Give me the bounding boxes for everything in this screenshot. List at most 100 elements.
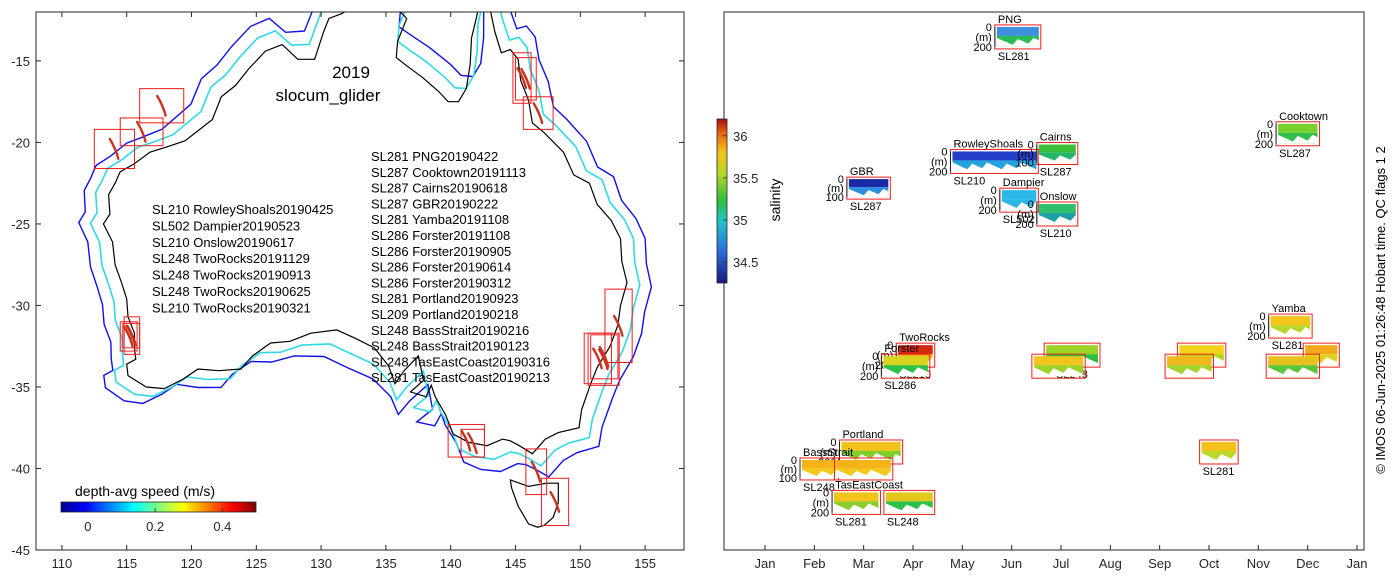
section-seafloor-mask — [885, 503, 933, 513]
section-deep-layer — [1038, 213, 1076, 225]
section-seafloor-mask — [1038, 154, 1076, 163]
section-seafloor-mask — [834, 503, 879, 513]
deployment-east-label: SL287 GBR20190222 — [371, 196, 498, 211]
salinity-colorbar-tick-label: 35.5 — [733, 171, 758, 186]
glider-track — [125, 324, 137, 347]
section-site-label: TasEastCoast — [835, 479, 903, 491]
month-tick-label: Feb — [803, 556, 825, 571]
coastline-tasmania — [509, 478, 559, 528]
deployment-east-label: SL286 Forster20190614 — [371, 260, 511, 275]
section-depth-unit-label: (m) — [827, 183, 844, 195]
section-frame — [1164, 353, 1214, 379]
section-depth-top-label: 0 — [887, 340, 893, 352]
section-site-label: TwoRocks — [899, 332, 950, 344]
map-x-tick-label: 135 — [375, 556, 397, 571]
section-surface-layer — [1305, 345, 1338, 355]
section-glider-label: SL248 — [803, 482, 835, 494]
map-panel: 110 115 120 125 130 135 140 145 150 155 -15 -20 -25 -… — [11, 11, 685, 571]
deployment-east-label: SL281 Yamba20191108 — [371, 212, 509, 227]
section-surface-layer — [1038, 204, 1076, 214]
map-x-tick-label: 155 — [634, 556, 656, 571]
section-surface-layer — [1038, 144, 1076, 153]
speed-colorbar-tick-label: 0.4 — [213, 519, 231, 534]
deployment-east-label: SL281 Portland20190923 — [371, 291, 518, 306]
section-site-label: GBR — [850, 166, 874, 178]
section-glider-label: SL287 — [1279, 148, 1311, 160]
deployment-west-label: SL248 TwoRocks20191129 — [152, 251, 310, 266]
section-frame — [1302, 342, 1340, 368]
isobath-1000m — [78, 12, 653, 478]
section-deep-layer — [802, 468, 837, 478]
section-site-label: Forster — [884, 343, 919, 355]
section-surface-layer — [1268, 356, 1318, 366]
section-frame — [1265, 353, 1321, 379]
section-surface-layer — [996, 26, 1039, 36]
deployment-boxes — [93, 52, 633, 527]
month-tick-label: Mar — [852, 556, 875, 571]
section-glider-label: SL287 — [1040, 167, 1072, 179]
section-seafloor-mask — [1268, 367, 1318, 377]
section-site-label: BassStrait — [803, 447, 853, 459]
map-x-tick-label: 140 — [440, 556, 462, 571]
salinity-colorbar-tick-label: 35 — [733, 213, 747, 228]
deployment-box — [522, 96, 554, 130]
section-glider-label: SL281 — [1272, 340, 1304, 352]
section-deep-layer — [1305, 354, 1338, 366]
deployment-west-label: SL248 TwoRocks20190913 — [152, 268, 311, 283]
section-site-label: Cooktown — [1279, 111, 1328, 123]
section-glider-label: SL281 — [998, 51, 1030, 63]
month-tick-label: Dec — [1296, 556, 1320, 571]
deployment-west-label: SL210 RowleyShoals20190425 — [152, 202, 333, 217]
section-surface-layer — [1270, 316, 1311, 326]
map-y-tick-label: -45 — [11, 543, 30, 558]
speed-colorbar-label: depth-avg speed (m/s) — [75, 483, 215, 499]
month-tick-label: Jul — [1053, 556, 1070, 571]
deployment-box — [93, 128, 135, 170]
section-frame — [883, 489, 936, 515]
deployment-east-label: SL287 Cooktown20191113 — [371, 165, 526, 180]
section-surface-layer — [885, 492, 933, 502]
deployment-box — [139, 88, 185, 124]
section-surface-layer — [952, 151, 1037, 161]
deployment-east-label: SL248 BassStrait20190216 — [371, 323, 529, 338]
imos-credit-note: © IMOS 06-Jun-2025 01:26:48 Hobart time.… — [1373, 146, 1388, 474]
section-surface-layer — [1001, 190, 1037, 200]
salinity-section-taseastcoast: SL248 — [883, 489, 936, 528]
platform-label: slocum_glider — [276, 86, 381, 105]
map-x-tick-label: 125 — [245, 556, 267, 571]
section-seafloor-mask — [996, 37, 1039, 47]
deployment-box — [122, 322, 141, 349]
salinity-colorbar-tick-label: 34.5 — [733, 255, 758, 270]
speed-colorbar-tick-label: 0.2 — [146, 519, 164, 534]
map-y-tick-label: -25 — [11, 217, 30, 232]
deployment-east-label: SL281 TasEastCoast20190213 — [371, 370, 550, 385]
salinity-section-forster — [1164, 353, 1214, 379]
map-frame — [35, 11, 685, 551]
section-site-label: Portland — [842, 429, 883, 441]
deployment-box — [604, 288, 633, 364]
section-deep-layer — [836, 468, 891, 478]
map-y-tick-label: -35 — [11, 380, 30, 395]
section-glider-label: SL210 — [953, 175, 985, 187]
section-frame — [1199, 439, 1239, 465]
section-depth-bottom-label: 100 — [1015, 158, 1033, 170]
section-depth-unit-label: (m) — [1017, 149, 1034, 161]
month-tick-label: Aug — [1099, 556, 1122, 571]
section-depth-bottom-label: 200 — [929, 166, 947, 178]
deployment-east-label: SL248 TasEastCoast20190316 — [371, 354, 550, 369]
section-surface-layer — [898, 345, 933, 355]
glider-track — [532, 102, 544, 125]
section-surface-layer — [834, 492, 879, 502]
map-y-tick-label: -20 — [11, 135, 30, 150]
coastline-australia — [102, 12, 628, 455]
section-seafloor-mask — [1270, 327, 1311, 337]
glider-track — [520, 67, 531, 90]
section-depth-unit-label: (m) — [931, 156, 948, 168]
salinity-section-gbr: 0(m)100 GBR SL287 — [826, 166, 891, 213]
section-depth-unit-label: (m) — [1017, 209, 1034, 221]
deployment-box — [525, 448, 548, 496]
deployment-box — [512, 52, 532, 104]
salinity-section-taseastcoast: 0(m)200 TasEastCoast SL281 — [811, 479, 903, 528]
